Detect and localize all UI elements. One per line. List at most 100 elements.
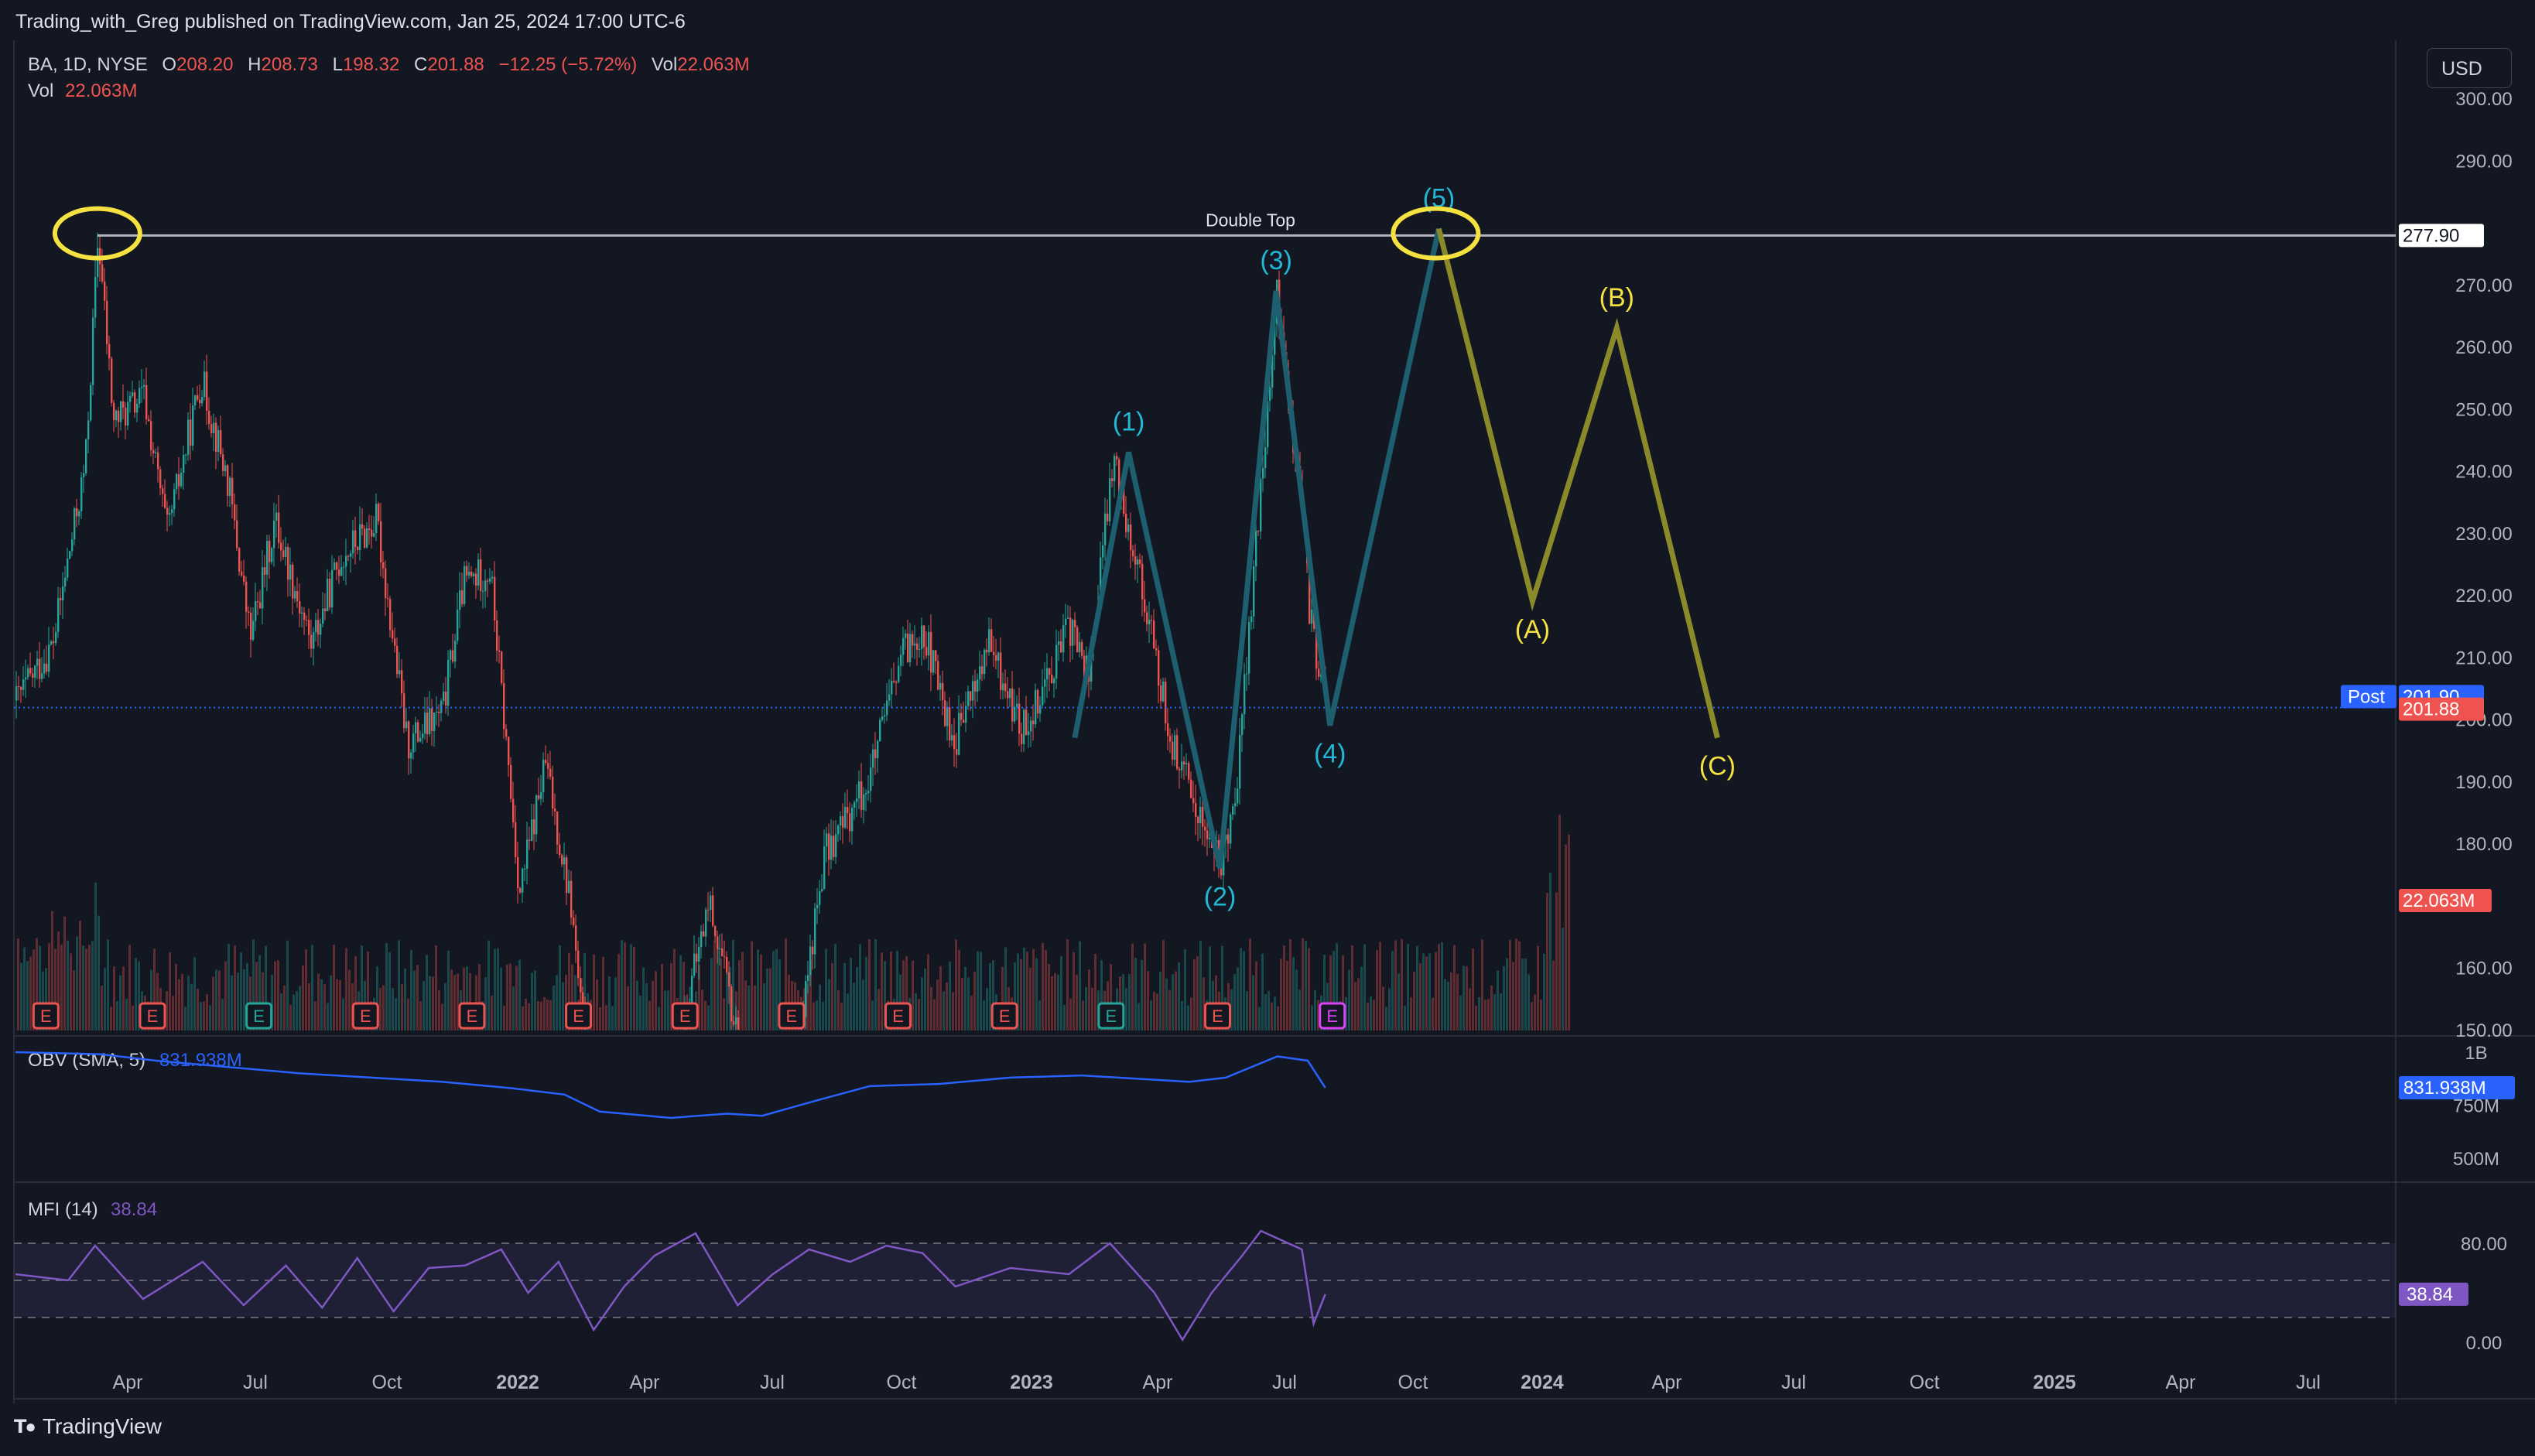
volume-bar bbox=[215, 969, 217, 1030]
candle-body bbox=[724, 956, 726, 958]
candle-body bbox=[410, 752, 412, 759]
candle-body bbox=[419, 737, 422, 742]
volume-bar bbox=[1428, 953, 1431, 1030]
candle-body bbox=[1139, 559, 1141, 564]
volume-bar bbox=[618, 954, 620, 1030]
volume-bar bbox=[128, 945, 131, 1030]
volume-bar bbox=[243, 969, 245, 1030]
candle-body bbox=[27, 668, 29, 678]
candle-body bbox=[1074, 620, 1076, 627]
candle-body bbox=[842, 815, 844, 828]
volume-bar bbox=[20, 962, 22, 1030]
candle-body bbox=[373, 533, 375, 537]
footer-brand[interactable]: 𝗧● TradingView bbox=[14, 1414, 162, 1439]
volume-bar bbox=[822, 1001, 824, 1030]
candle-body bbox=[1202, 806, 1204, 827]
price-tick-label: 230.00 bbox=[2455, 524, 2512, 545]
candle-body bbox=[844, 807, 847, 828]
volume-bar bbox=[670, 962, 672, 1030]
volume-bar bbox=[1305, 941, 1307, 1030]
volume-bar bbox=[1252, 975, 1254, 1030]
candle-body bbox=[1232, 806, 1234, 815]
candle-body bbox=[821, 889, 823, 891]
volume-bar bbox=[1398, 973, 1400, 1030]
chart-canvas[interactable]: 300.00 290.00 270.00 260.00 250.00 240.00 230.… bbox=[0, 40, 2535, 1403]
candle-body bbox=[92, 317, 94, 385]
volume-bar bbox=[392, 988, 394, 1030]
corrective-wave-label: (C) bbox=[1699, 752, 1736, 781]
candle-body bbox=[1127, 524, 1130, 532]
candle-body bbox=[705, 909, 707, 937]
volume-bar bbox=[419, 1001, 422, 1030]
earnings-marker-label: E bbox=[786, 1007, 798, 1026]
volume-bar bbox=[36, 938, 38, 1030]
volume-bar bbox=[624, 942, 626, 1030]
volume-bar bbox=[1562, 928, 1564, 1030]
earnings-marker-label: E bbox=[679, 1007, 691, 1026]
candle-body bbox=[505, 729, 508, 737]
candle-body bbox=[1076, 627, 1079, 652]
volume-bar bbox=[1552, 960, 1555, 1030]
volume-bar bbox=[1453, 945, 1456, 1030]
candle-body bbox=[484, 580, 487, 591]
volume-bar bbox=[271, 974, 273, 1030]
candle-body bbox=[187, 419, 190, 455]
vol-row-value: 22.063M bbox=[65, 80, 138, 101]
high-label: H bbox=[248, 54, 262, 75]
candle-body bbox=[139, 388, 141, 404]
impulse-wave-label: (2) bbox=[1204, 882, 1237, 911]
candle-body bbox=[1262, 467, 1264, 479]
candle-body bbox=[106, 300, 108, 344]
date-tick-label: Oct bbox=[372, 1372, 402, 1393]
date-tick-label: Apr bbox=[113, 1372, 143, 1393]
volume-bar bbox=[1379, 942, 1381, 1030]
volume-bar bbox=[354, 956, 357, 1030]
volume-bar bbox=[713, 941, 716, 1030]
candle-body bbox=[22, 679, 25, 690]
candle-body bbox=[475, 573, 477, 586]
candle-body bbox=[1264, 447, 1267, 468]
candle-body bbox=[949, 707, 951, 740]
volume-bar bbox=[890, 952, 892, 1030]
candle-body bbox=[299, 601, 301, 614]
candle-body bbox=[1134, 556, 1137, 565]
candle-body bbox=[877, 740, 879, 758]
volume-bar bbox=[627, 986, 629, 1030]
volume-legend: Vol 22.063M bbox=[28, 80, 137, 102]
volume-bar bbox=[930, 986, 932, 1030]
candle-body bbox=[840, 815, 842, 826]
volume-bar bbox=[1565, 844, 1567, 1030]
volume-bar bbox=[429, 976, 431, 1030]
volume-bar bbox=[1221, 945, 1223, 1030]
volume-bar bbox=[729, 966, 731, 1030]
volume-bar bbox=[599, 1007, 601, 1030]
candle-body bbox=[20, 686, 22, 690]
volume-bar bbox=[274, 961, 276, 1030]
candle-body bbox=[1179, 768, 1181, 771]
volume-bar bbox=[1255, 961, 1257, 1030]
chart-frame[interactable]: 300.00 290.00 270.00 260.00 250.00 240.00 230.… bbox=[0, 40, 2535, 1403]
volume-bar bbox=[45, 968, 47, 1030]
candle-body bbox=[496, 620, 498, 651]
candle-body bbox=[264, 567, 266, 575]
candle-body bbox=[1111, 478, 1114, 481]
candle-body bbox=[1081, 641, 1083, 656]
price-tick-label: 270.00 bbox=[2455, 275, 2512, 296]
volume-bar bbox=[1506, 958, 1508, 1030]
candle-body bbox=[405, 721, 408, 729]
volume-bar bbox=[150, 969, 152, 1030]
candle-body bbox=[728, 972, 730, 987]
volume-bar bbox=[1023, 947, 1025, 1030]
candle-body bbox=[858, 781, 860, 798]
candle-body bbox=[988, 629, 990, 653]
currency-button[interactable]: USD bbox=[2427, 48, 2512, 88]
volume-bar bbox=[463, 967, 465, 1030]
volume-bar bbox=[1199, 941, 1202, 1030]
volume-bar bbox=[1014, 962, 1016, 1030]
volume-bar bbox=[980, 952, 982, 1030]
candle-body bbox=[807, 975, 809, 982]
volume-bar bbox=[107, 939, 109, 1030]
candle-body bbox=[566, 857, 568, 894]
volume-bar bbox=[286, 940, 289, 1030]
candle-body bbox=[888, 694, 891, 701]
